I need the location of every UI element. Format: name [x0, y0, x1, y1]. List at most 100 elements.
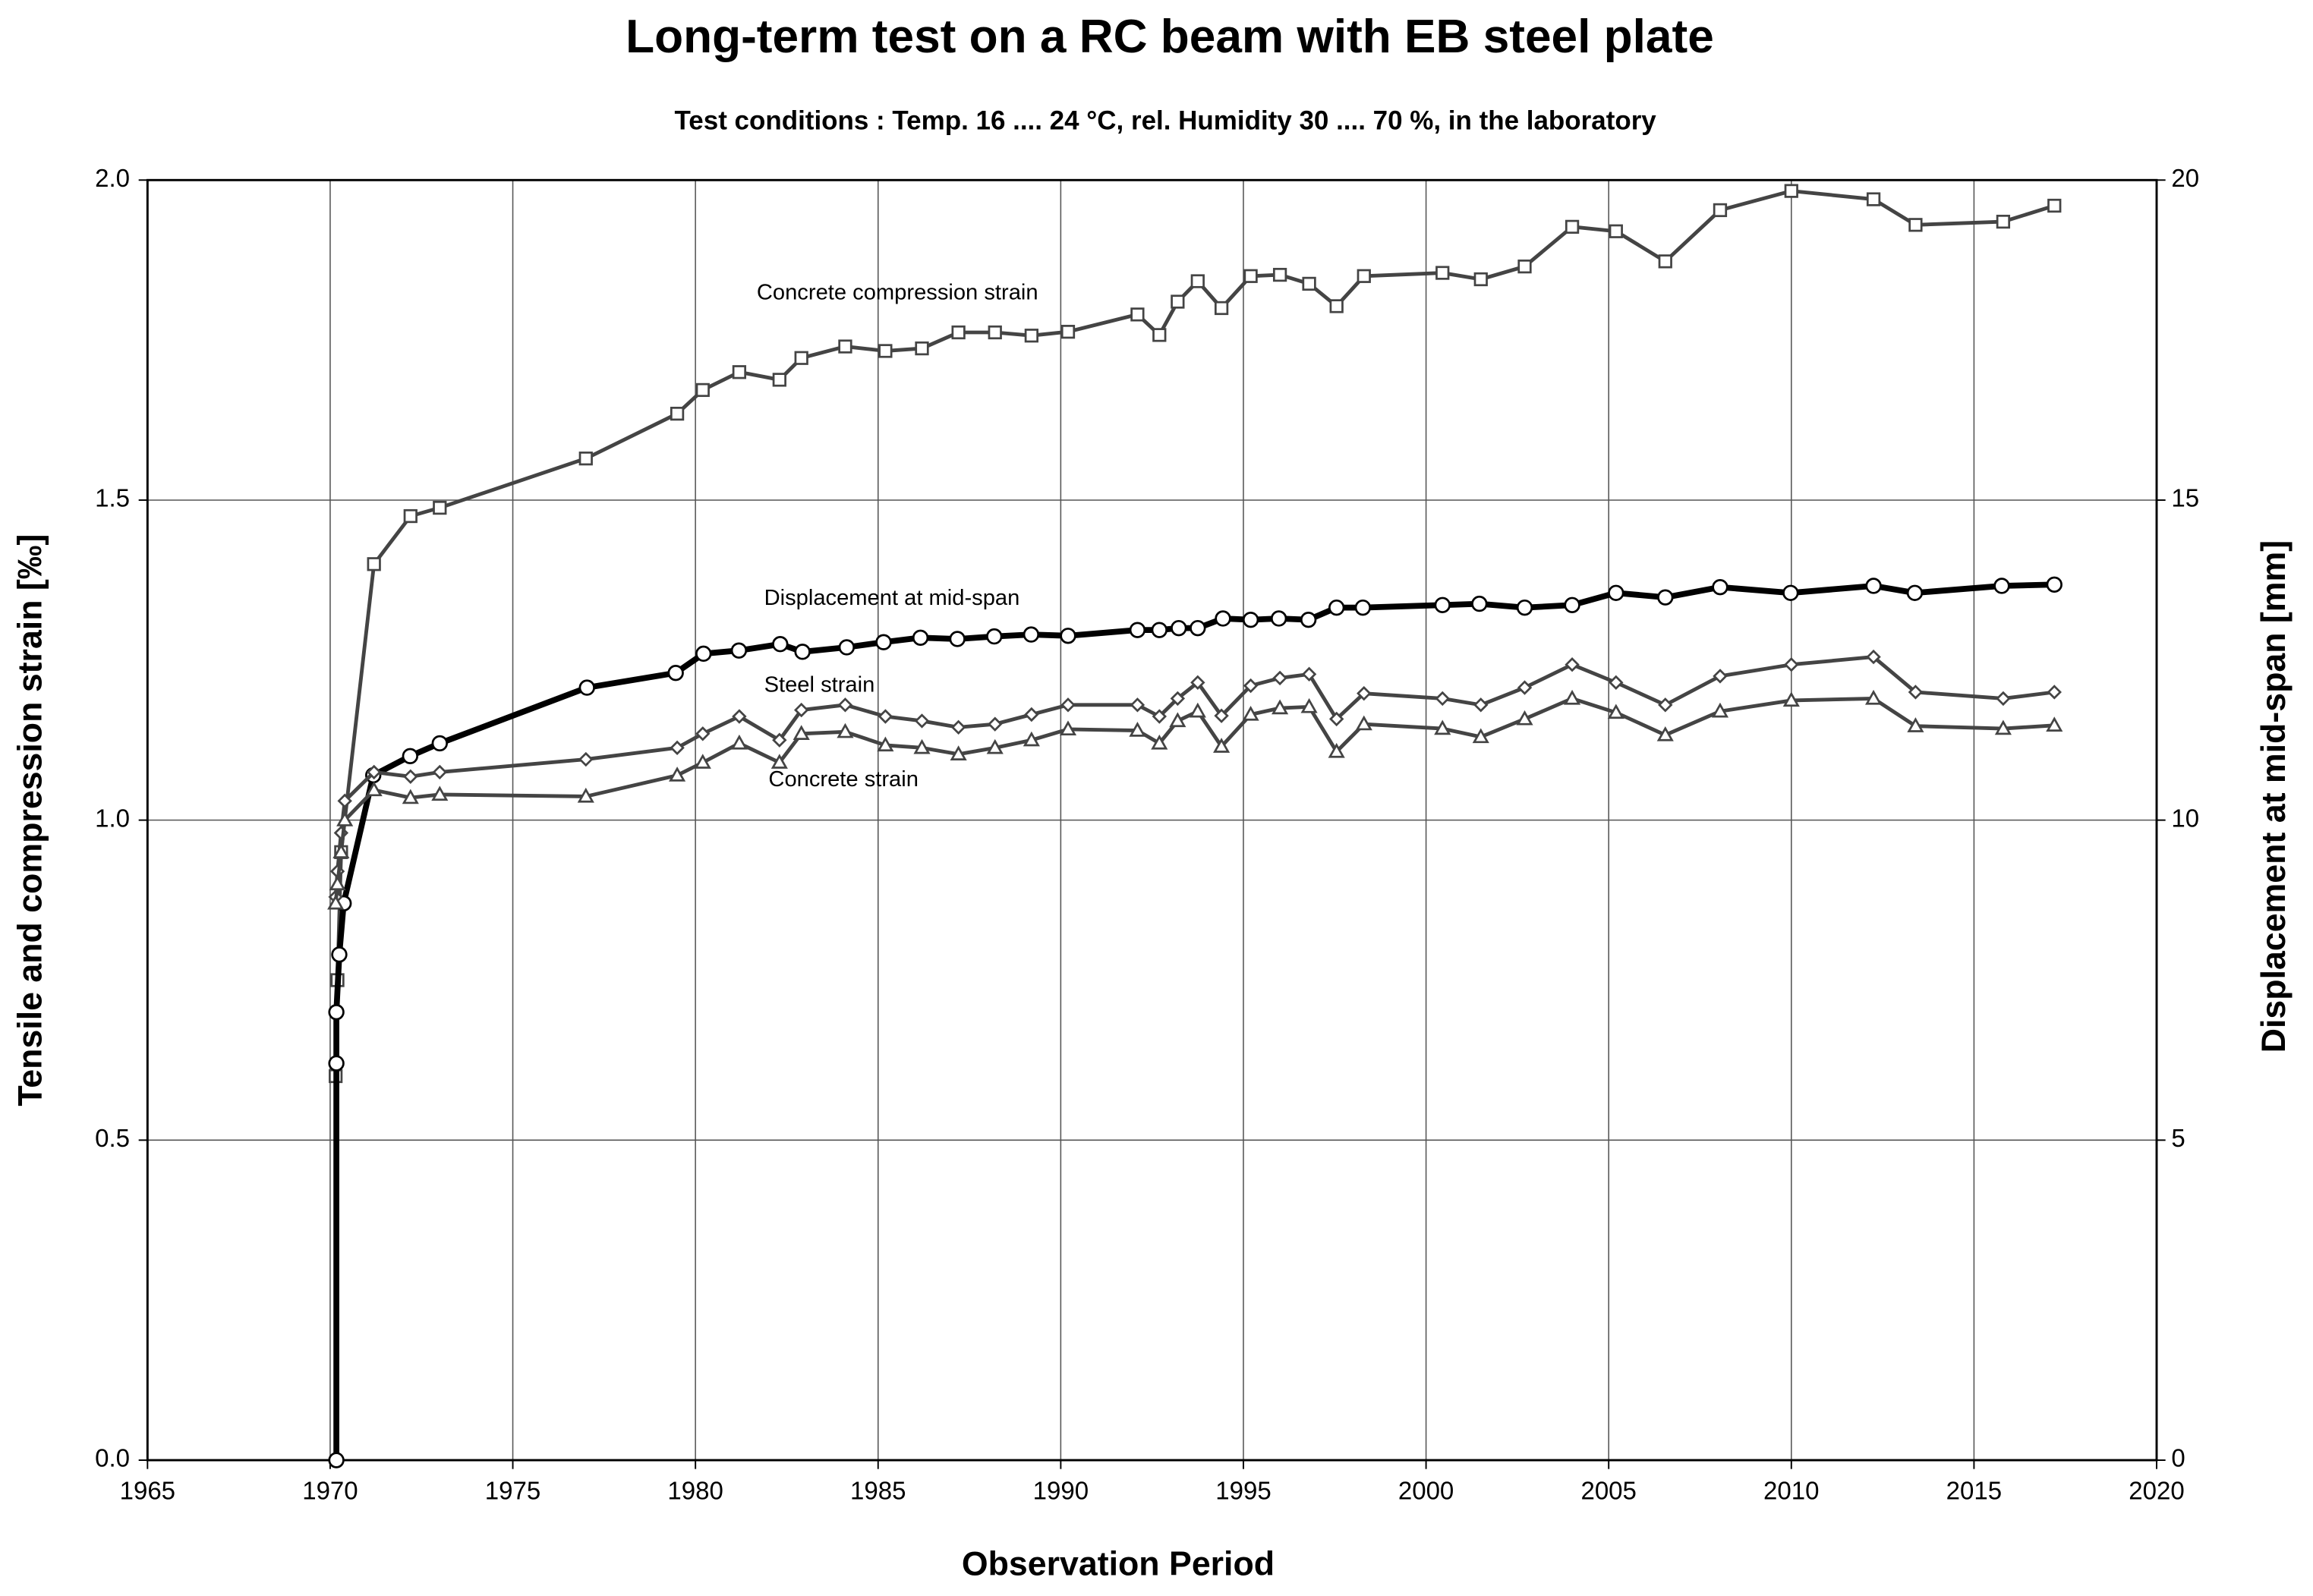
- x-tick-label: 1995: [1215, 1476, 1271, 1504]
- data-point: [402, 748, 419, 764]
- data-point: [1865, 689, 1883, 705]
- data-point: [1994, 719, 2012, 735]
- data-point: [2047, 685, 2062, 700]
- data-point: [578, 679, 595, 696]
- series-label: Concrete strain: [768, 767, 919, 792]
- data-point: [1024, 329, 1039, 343]
- data-point: [1060, 325, 1076, 339]
- data-point: [1060, 628, 1076, 644]
- data-point: [878, 344, 893, 358]
- data-point: [1906, 584, 1924, 601]
- data-point: [1782, 691, 1800, 707]
- data-point: [2046, 716, 2063, 732]
- x-tick-label: 2015: [1946, 1476, 2002, 1504]
- x-tick-label: 1980: [667, 1476, 723, 1504]
- chart-subtitle: Test conditions : Temp. 16 .... 24 °C, r…: [675, 106, 1657, 136]
- data-point: [1152, 709, 1167, 724]
- y-tick-label: 1.5: [95, 484, 130, 512]
- data-point: [331, 946, 348, 963]
- data-point: [1060, 697, 1076, 713]
- y2-tick-label: 10: [2171, 804, 2199, 832]
- data-point: [1996, 214, 2011, 229]
- data-point: [1272, 699, 1289, 715]
- data-point: [1993, 578, 2010, 594]
- data-point: [1272, 267, 1287, 282]
- data-point: [1657, 589, 1674, 606]
- data-point: [327, 894, 345, 910]
- data-point: [1607, 704, 1624, 719]
- data-point: [1473, 697, 1489, 713]
- data-point: [772, 373, 786, 387]
- data-point: [1023, 731, 1040, 747]
- data-point: [875, 634, 892, 650]
- data-point: [1784, 657, 1799, 672]
- data-point: [695, 726, 711, 741]
- data-point: [1563, 689, 1581, 705]
- data-point: [730, 734, 748, 750]
- data-point: [328, 1055, 345, 1072]
- data-point: [1214, 708, 1229, 723]
- data-point: [838, 339, 852, 354]
- data-point: [1215, 610, 1231, 627]
- data-point: [1357, 269, 1371, 283]
- data-point: [951, 325, 966, 340]
- series-line: [333, 655, 2055, 898]
- data-point: [577, 787, 594, 803]
- data-point: [1243, 678, 1259, 694]
- data-point: [1517, 260, 1532, 274]
- x-tick-label: 2010: [1763, 1476, 1819, 1504]
- data-point: [949, 631, 966, 647]
- data-point: [670, 406, 685, 421]
- data-point: [332, 843, 350, 858]
- data-point: [1170, 691, 1186, 707]
- x-tick-label: 1975: [485, 1476, 540, 1504]
- data-point: [914, 713, 930, 729]
- data-point: [329, 875, 346, 891]
- data-point: [1713, 669, 1728, 684]
- data-point: [1516, 710, 1533, 726]
- y-tick-label: 2.0: [95, 164, 130, 192]
- x-tick-label: 1965: [120, 1476, 175, 1504]
- data-point: [667, 664, 684, 682]
- data-point: [794, 351, 808, 365]
- x-tick-label: 2005: [1580, 1476, 1636, 1504]
- data-point: [1059, 720, 1077, 736]
- data-point: [337, 793, 352, 809]
- series-label: Concrete compression strain: [757, 281, 1038, 305]
- data-point: [2047, 198, 2062, 213]
- data-point: [578, 452, 593, 466]
- data-point: [1152, 328, 1167, 342]
- data-point: [1656, 726, 1674, 741]
- data-point: [365, 781, 383, 797]
- data-point: [1270, 610, 1287, 627]
- y-tick-label: 0.0: [95, 1444, 130, 1472]
- series-label: Steel strain: [764, 673, 875, 697]
- series-label: Displacement at mid-span: [764, 586, 1020, 610]
- data-point: [1171, 619, 1187, 637]
- data-point: [1516, 599, 1533, 616]
- data-point: [1129, 622, 1146, 638]
- data-point: [915, 341, 929, 356]
- data-point: [1472, 728, 1489, 744]
- data-point: [669, 767, 686, 782]
- y2-tick-label: 20: [2171, 164, 2199, 192]
- data-point: [431, 735, 448, 752]
- data-point: [1151, 622, 1168, 638]
- data-point: [794, 702, 809, 718]
- data-point: [1609, 224, 1623, 238]
- data-point: [878, 709, 893, 724]
- data-point: [1190, 619, 1206, 637]
- data-point: [1329, 299, 1344, 313]
- y-tick-label: 0.5: [95, 1124, 130, 1152]
- data-point: [1302, 276, 1316, 291]
- data-point: [1190, 675, 1205, 691]
- data-point: [1301, 666, 1317, 682]
- y-axis-title: Tensile and compression strain [‰]: [12, 534, 49, 1106]
- x-axis-title: Observation Period: [962, 1546, 1275, 1583]
- data-point: [1130, 307, 1145, 322]
- data-point: [1129, 722, 1146, 737]
- y-tick-label: 1.0: [95, 804, 130, 832]
- data-point: [1435, 266, 1450, 280]
